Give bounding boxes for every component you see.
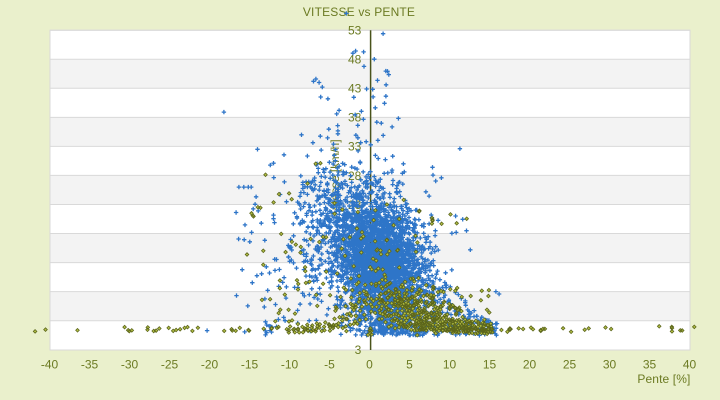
svg-text:VITESSE vs PENTE: VITESSE vs PENTE [303, 5, 415, 19]
svg-text:-25: -25 [161, 357, 179, 371]
svg-text:-15: -15 [241, 357, 259, 371]
svg-text:-10: -10 [281, 357, 299, 371]
svg-text:10: 10 [443, 357, 457, 371]
svg-text:-30: -30 [121, 357, 139, 371]
svg-text:33: 33 [348, 140, 362, 154]
svg-text:28: 28 [348, 169, 362, 183]
svg-text:15: 15 [483, 357, 497, 371]
svg-text:48: 48 [348, 53, 362, 67]
svg-text:-20: -20 [201, 357, 219, 371]
svg-text:20: 20 [523, 357, 537, 371]
svg-text:43: 43 [348, 82, 362, 96]
svg-text:5: 5 [406, 357, 413, 371]
svg-text:Pente [%]: Pente [%] [637, 372, 690, 386]
svg-text:30: 30 [603, 357, 617, 371]
svg-text:38: 38 [348, 111, 362, 125]
svg-text:53: 53 [348, 24, 362, 38]
svg-text:35: 35 [643, 357, 657, 371]
svg-text:40: 40 [683, 357, 697, 371]
svg-text:0: 0 [366, 357, 373, 371]
svg-text:25: 25 [563, 357, 577, 371]
svg-text:-40: -40 [41, 357, 59, 371]
svg-text:-35: -35 [81, 357, 99, 371]
svg-text:3: 3 [355, 343, 362, 357]
svg-text:-5: -5 [324, 357, 335, 371]
